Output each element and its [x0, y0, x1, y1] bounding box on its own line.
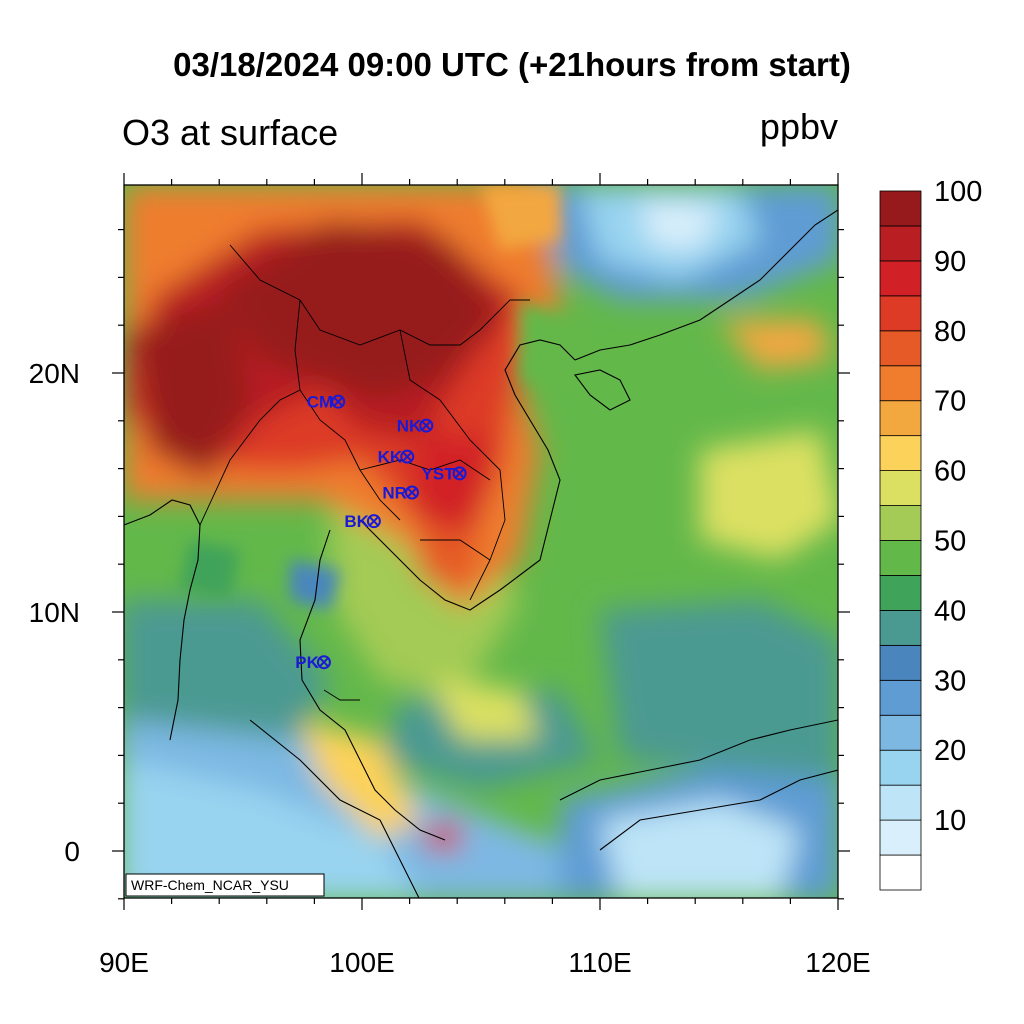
station-markers: CM NK KK YST NR BK PK [295, 393, 467, 672]
colorbar-box [879, 644, 922, 681]
station-marker: NR [382, 484, 419, 503]
x-axis-labels: 90E 100E 110E 120E [99, 947, 871, 978]
colorbar-box [879, 435, 922, 471]
colorbar-box [879, 854, 922, 891]
colorbar-label: 70 [934, 386, 966, 418]
station-marker-icon [452, 466, 467, 481]
colorbar [879, 190, 922, 891]
station-marker-cross [407, 487, 417, 498]
station-marker-icon [331, 394, 346, 409]
station-marker-icon [400, 449, 415, 464]
colorbar-box [879, 505, 922, 541]
station-marker: NK [397, 417, 434, 436]
colorbar-label: 10 [934, 805, 966, 837]
station-marker: PK [295, 653, 331, 672]
main-title: 03/18/2024 09:00 UTC (+21hours from star… [173, 46, 851, 83]
colorbar-label: 60 [934, 456, 966, 488]
colorbar-box [879, 610, 922, 646]
station-marker-icon [419, 418, 434, 433]
colorbar-box [879, 190, 922, 227]
y-tick-label: 0 [64, 836, 80, 867]
station-marker-cross [333, 396, 343, 407]
colorbar-box [879, 679, 922, 716]
x-tick-label: 100E [329, 947, 394, 978]
station-label: YST [422, 464, 456, 483]
colorbar-box [879, 400, 922, 437]
ozone-field [124, 185, 838, 898]
colorbar-label: 40 [934, 595, 966, 627]
x-tick-label: 120E [805, 947, 870, 978]
coastlines [124, 209, 838, 898]
station-label: CM [307, 393, 333, 412]
station-label: KK [378, 448, 403, 467]
country-borders [199, 244, 530, 701]
station-marker-icon [404, 485, 419, 500]
station-label: BK [344, 512, 369, 531]
station-marker-icon [316, 655, 331, 670]
y-tick-label: 10N [29, 597, 80, 628]
colorbar-label: 50 [934, 526, 966, 558]
colorbar-box [879, 540, 922, 576]
colorbar-label: 20 [934, 735, 966, 767]
colorbar-box [879, 714, 922, 751]
y-axis-labels: 0 10N 20N [29, 358, 80, 867]
station-marker-cross [402, 451, 412, 462]
map-frame [123, 184, 839, 899]
colorbar-labels: 10 20 30 40 50 60 70 80 90 100 [934, 176, 982, 837]
colorbar-label: 100 [934, 176, 982, 208]
colorbar-box [879, 784, 922, 821]
y-tick-label: 20N [29, 358, 80, 389]
station-label: NR [382, 484, 407, 503]
x-tick-label: 90E [99, 947, 149, 978]
colorbar-box [879, 260, 922, 297]
station-label: NK [397, 417, 422, 436]
station-marker-cross [421, 420, 431, 431]
colorbar-box [879, 330, 922, 367]
axis-ticks [112, 173, 850, 910]
station-marker-cross [454, 468, 465, 479]
station-marker-cross [369, 516, 379, 526]
units-label: ppbv [759, 106, 838, 147]
colorbar-box [879, 295, 922, 332]
station-marker: YST [422, 464, 467, 483]
colorbar-label: 80 [934, 316, 966, 348]
colorbar-box [879, 819, 922, 856]
station-marker: KK [378, 448, 415, 467]
x-tick-label: 110E [568, 947, 631, 978]
colorbar-box [879, 365, 922, 402]
colorbar-box [879, 470, 922, 506]
colorbar-box [879, 575, 922, 611]
station-marker-icon [366, 514, 381, 529]
colorbar-box [879, 225, 922, 262]
credit-text: WRF-Chem_NCAR_YSU [131, 877, 289, 893]
variable-title: O3 at surface [122, 112, 339, 153]
colorbar-label: 30 [934, 665, 966, 697]
colorbar-label: 90 [934, 246, 966, 278]
station-label: PK [295, 653, 319, 672]
colorbar-box [879, 749, 922, 786]
station-marker-cross [319, 657, 329, 667]
model-credit: WRF-Chem_NCAR_YSU [125, 873, 325, 897]
station-marker: BK [344, 512, 381, 531]
station-marker: CM [307, 393, 346, 412]
